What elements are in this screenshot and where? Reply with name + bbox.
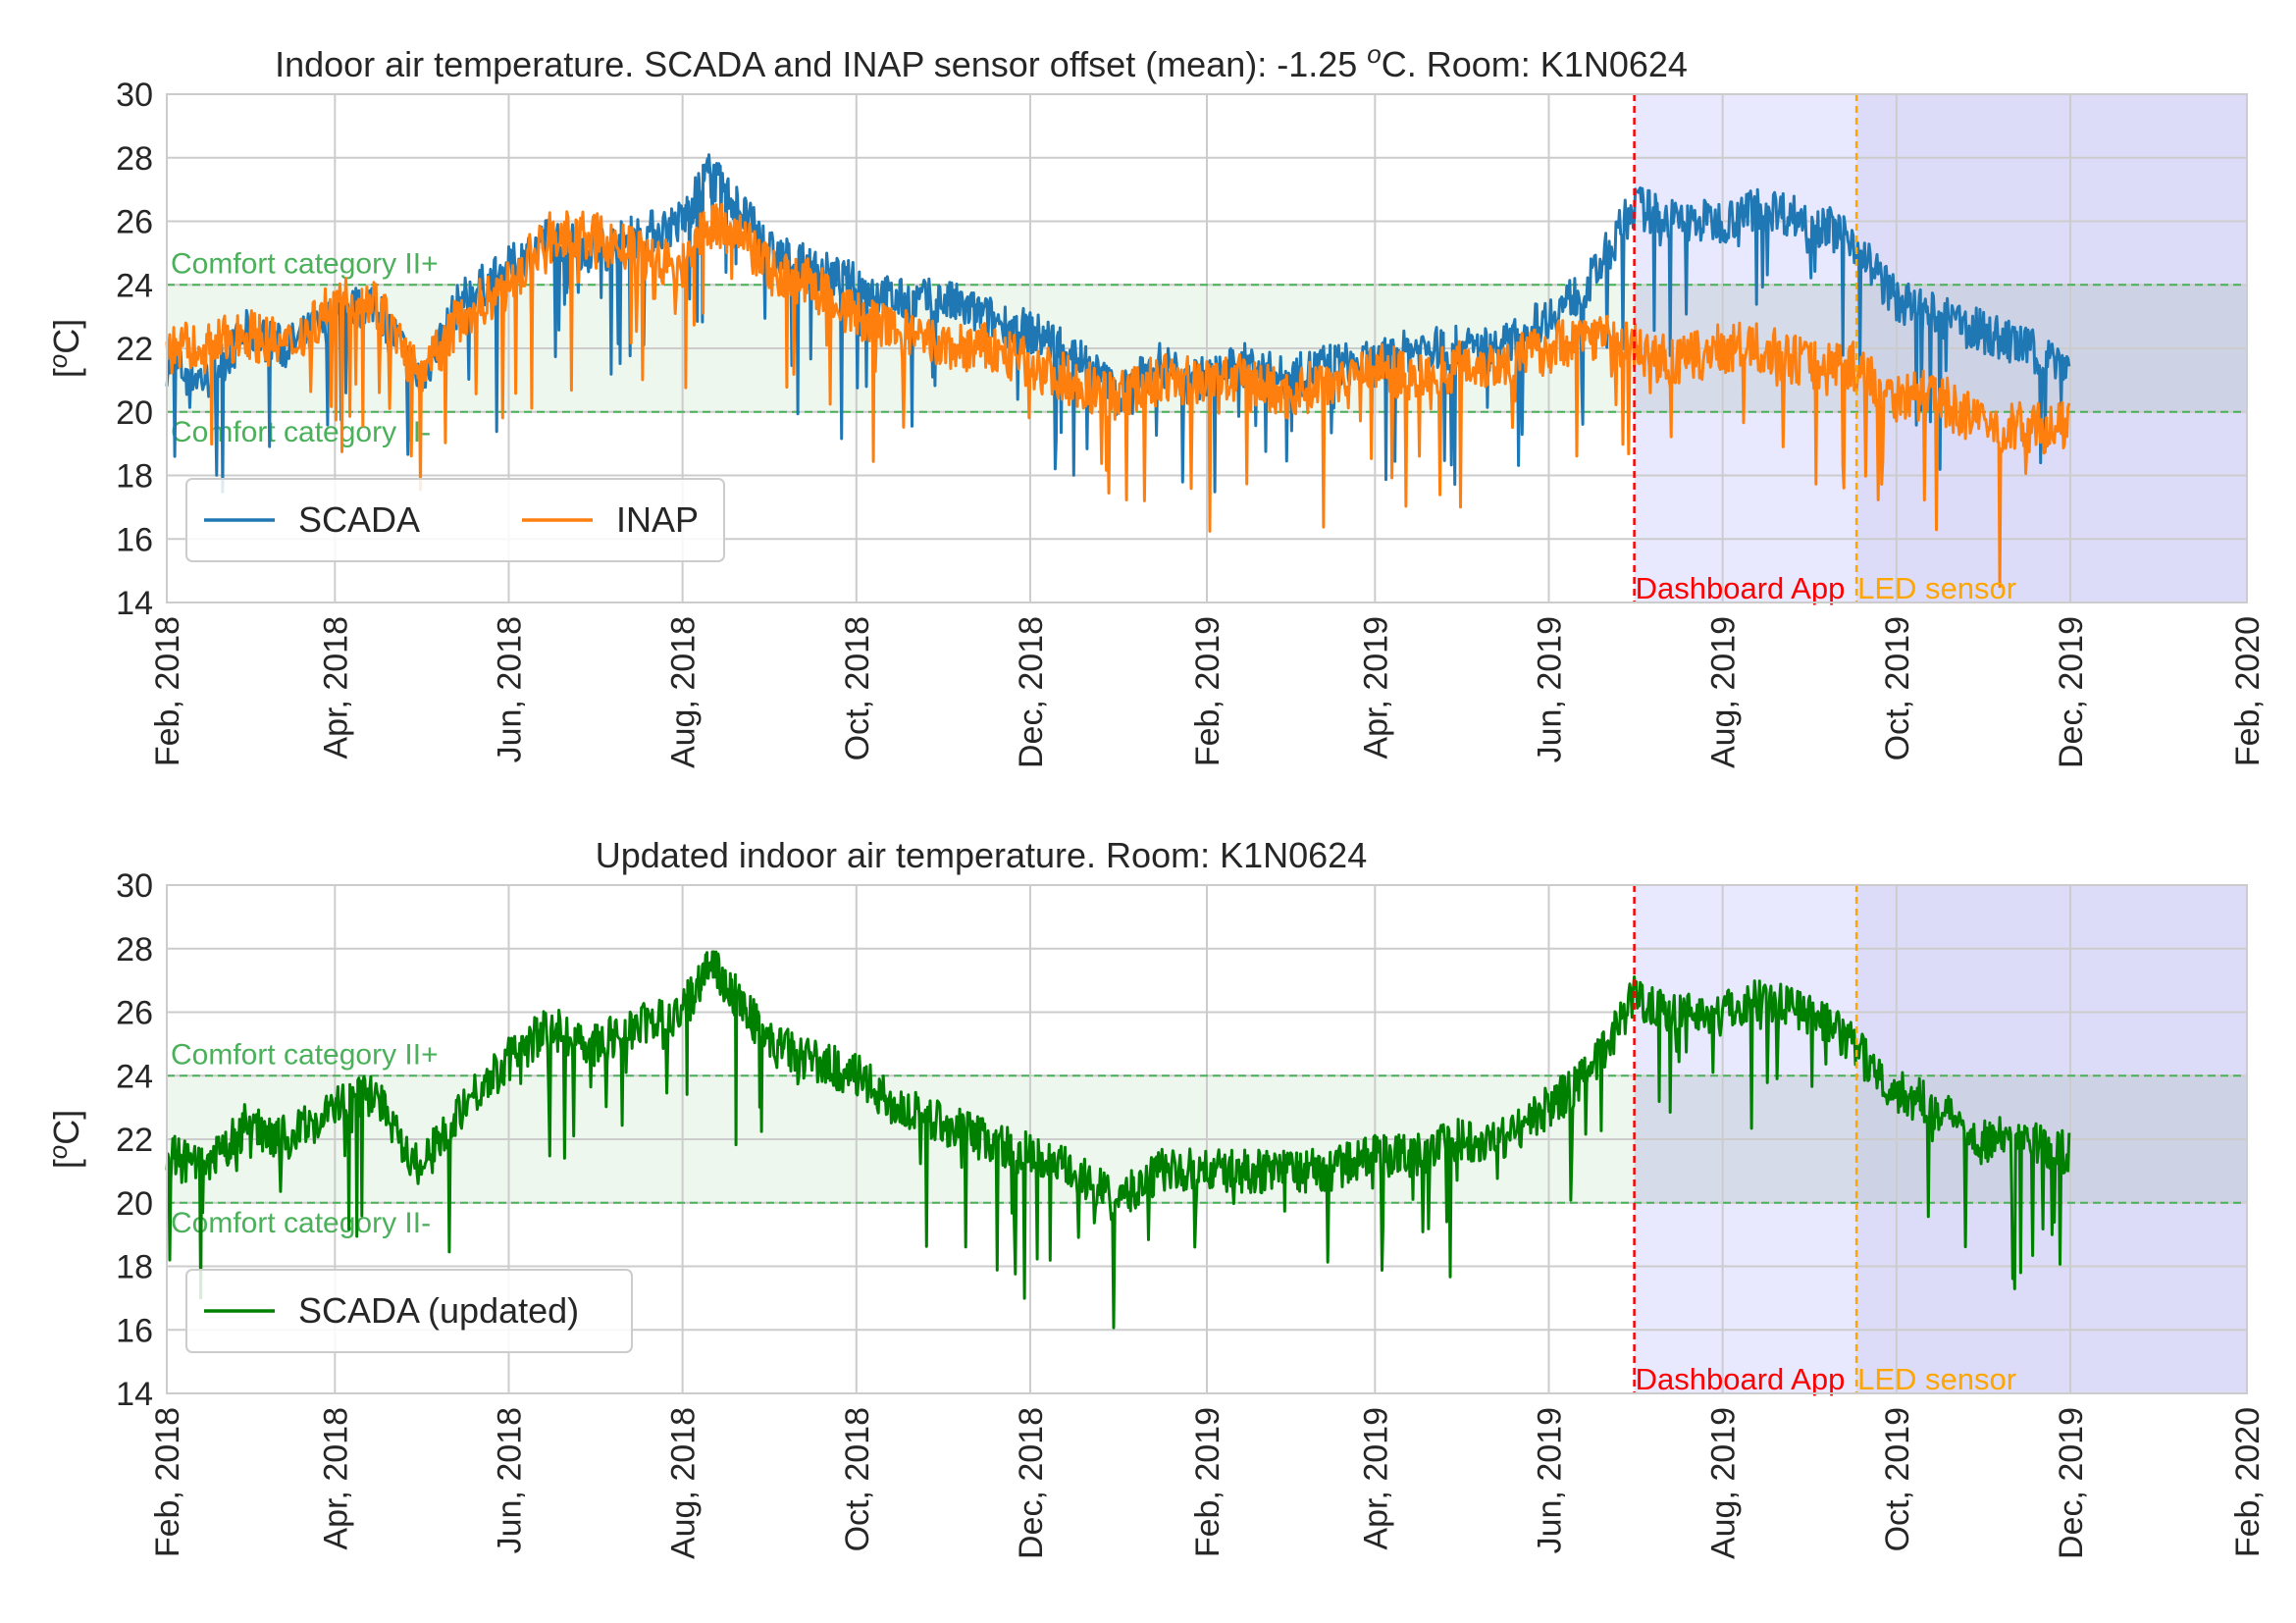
- top-legend-label-0: SCADA: [298, 499, 420, 540]
- bottom-x-tick-7: Apr, 2019: [1357, 1407, 1394, 1550]
- top-y-axis-label: [oC]: [43, 319, 86, 378]
- bottom-y-tick-14: 14: [116, 1376, 153, 1413]
- bottom-y-tick-22: 22: [116, 1122, 153, 1159]
- bottom-x-tick-5: Dec, 2018: [1013, 1407, 1050, 1559]
- bottom-y-tick-18: 18: [116, 1249, 153, 1286]
- bottom-x-tick-12: Feb, 2020: [2229, 1407, 2267, 1557]
- bottom-legend: [185, 1269, 633, 1353]
- bottom-y-tick-28: 28: [116, 931, 153, 969]
- bottom-y-tick-20: 20: [116, 1185, 153, 1223]
- top-y-tick-18: 18: [116, 458, 153, 496]
- bottom-series-scada-updated: [165, 950, 2071, 1330]
- top-y-tick-16: 16: [116, 521, 153, 558]
- top-legend: [185, 478, 725, 562]
- bottom-y-tick-24: 24: [116, 1058, 153, 1095]
- bottom-x-tick-1: Apr, 2018: [317, 1407, 354, 1550]
- bottom-y-tick-30: 30: [116, 867, 153, 905]
- top-y-tick-20: 20: [116, 394, 153, 432]
- bottom-y-tick-16: 16: [116, 1312, 153, 1349]
- top-x-tick-9: Aug, 2019: [1705, 616, 1743, 768]
- bottom-x-tick-10: Oct, 2019: [1879, 1407, 1916, 1551]
- bottom-x-tick-9: Aug, 2019: [1705, 1407, 1743, 1559]
- bottom-event-label-1: LED sensor: [1857, 1362, 2016, 1396]
- bottom-x-tick-8: Jun, 2019: [1531, 1407, 1568, 1553]
- top-event-label-1: LED sensor: [1857, 571, 2016, 605]
- bottom-chart-title: Updated indoor air temperature. Room: K1…: [596, 835, 1367, 875]
- bottom-comfort-label-lower: Comfort category II-: [171, 1207, 431, 1239]
- bottom-x-tick-6: Feb, 2019: [1189, 1407, 1226, 1557]
- top-y-tick-30: 30: [116, 77, 153, 114]
- bottom-plot-frame: [166, 884, 2248, 1394]
- top-y-tick-26: 26: [116, 204, 153, 241]
- top-comfort-label-lower: Comfort category II-: [171, 416, 431, 448]
- top-x-tick-0: Feb, 2018: [149, 616, 186, 766]
- top-x-tick-8: Jun, 2019: [1531, 616, 1568, 762]
- top-event-label-0: Dashboard App: [1636, 571, 1846, 605]
- top-x-tick-11: Dec, 2019: [2053, 616, 2090, 768]
- top-series-inap: [165, 202, 2071, 589]
- top-x-tick-7: Apr, 2019: [1357, 616, 1394, 759]
- top-x-tick-6: Feb, 2019: [1189, 616, 1226, 766]
- top-x-tick-10: Oct, 2019: [1879, 616, 1916, 760]
- bottom-y-axis-label: [oC]: [43, 1110, 86, 1169]
- top-chart-title: Indoor air temperature. SCADA and INAP s…: [275, 39, 1688, 84]
- top-x-tick-2: Jun, 2018: [491, 616, 528, 762]
- top-x-tick-1: Apr, 2018: [317, 616, 354, 759]
- bottom-x-tick-11: Dec, 2019: [2053, 1407, 2090, 1559]
- bottom-x-tick-2: Jun, 2018: [491, 1407, 528, 1553]
- top-comfort-label-upper: Comfort category II+: [171, 247, 439, 280]
- bottom-x-tick-3: Aug, 2018: [665, 1407, 703, 1559]
- bottom-legend-label-0: SCADA (updated): [298, 1290, 579, 1331]
- top-y-tick-24: 24: [116, 267, 153, 304]
- bottom-event-label-0: Dashboard App: [1636, 1362, 1846, 1396]
- top-plot-frame: [166, 93, 2248, 603]
- top-x-tick-12: Feb, 2020: [2229, 616, 2267, 766]
- bottom-comfort-label-upper: Comfort category II+: [171, 1038, 439, 1071]
- top-chart-panel: Comfort category II+ Comfort category II-…: [43, 39, 2267, 768]
- bottom-x-tick-4: Oct, 2018: [839, 1407, 876, 1551]
- top-legend-label-1: INAP: [616, 499, 699, 540]
- top-y-tick-14: 14: [116, 585, 153, 622]
- bottom-x-tick-0: Feb, 2018: [149, 1407, 186, 1557]
- top-x-tick-5: Dec, 2018: [1013, 616, 1050, 768]
- bottom-y-tick-26: 26: [116, 995, 153, 1032]
- top-y-tick-22: 22: [116, 331, 153, 368]
- top-y-tick-28: 28: [116, 140, 153, 178]
- top-x-tick-3: Aug, 2018: [665, 616, 703, 768]
- bottom-chart-panel: Comfort category II+ Comfort category II-…: [43, 835, 2267, 1559]
- top-x-tick-4: Oct, 2018: [839, 616, 876, 760]
